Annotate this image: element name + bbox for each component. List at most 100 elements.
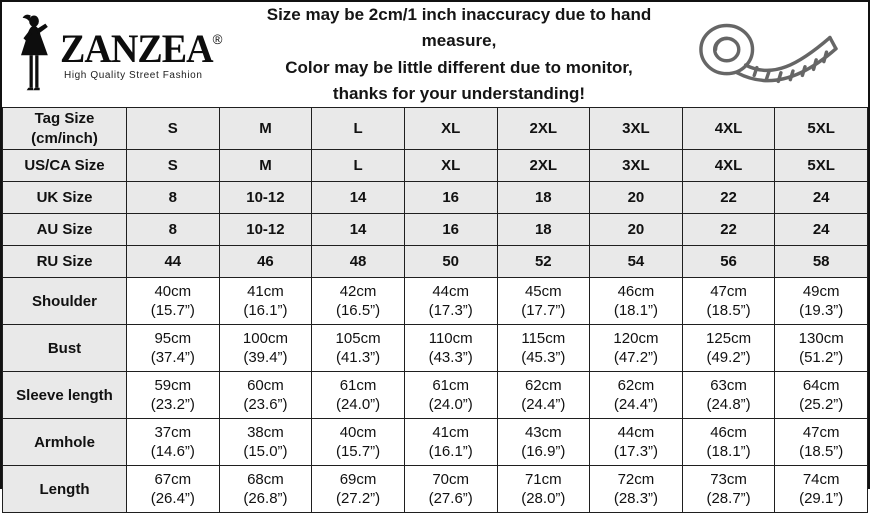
size-cell: 4XL (681, 107, 776, 151)
brand-tagline: High Quality Street Fashion (64, 69, 203, 81)
table-row: AU Size 8 10-12 14 16 18 20 22 24 (2, 213, 868, 247)
size-cell: 38cm (15.0”) (218, 418, 313, 467)
brand-logo: ZANZEA® High Quality Street Fashion (12, 13, 240, 96)
size-cell: 2XL (496, 149, 591, 183)
registered-mark: ® (212, 30, 223, 47)
size-cell: 4XL (681, 149, 776, 183)
size-cell: S (126, 149, 220, 183)
size-cell: 47cm (18.5”) (681, 277, 776, 326)
size-cell: 68cm (26.8”) (218, 465, 313, 513)
table-row: RU Size 44 46 48 50 52 54 56 58 (2, 245, 868, 279)
size-cell: 44cm (17.3”) (403, 277, 498, 326)
size-cell: M (218, 107, 313, 151)
size-cell: 59cm (23.2”) (126, 371, 220, 420)
size-cell: 95cm (37.4”) (126, 324, 220, 373)
size-cell: 47cm (18.5”) (774, 418, 868, 467)
size-cell: 18 (496, 181, 591, 215)
size-cell: 120cm (47.2”) (589, 324, 683, 373)
size-cell: 43cm (16.9”) (496, 418, 591, 467)
size-cell: 62cm (24.4”) (589, 371, 683, 420)
row-label: Bust (2, 324, 127, 373)
size-cell: 46cm (18.1”) (681, 418, 776, 467)
size-cell: 130cm (51.2”) (774, 324, 868, 373)
size-cell: 3XL (589, 107, 683, 151)
disclaimer-line-3: thanks for your understanding! (332, 84, 586, 104)
size-cell: 72cm (28.3”) (589, 465, 683, 513)
size-cell: 74cm (29.1”) (774, 465, 868, 513)
table-row: US/CA Size S M L XL 2XL 3XL 4XL 5XL (2, 149, 868, 183)
table-row: UK Size 8 10-12 14 16 18 20 22 24 (2, 181, 868, 215)
size-cell: 24 (774, 181, 868, 215)
size-cell: 14 (311, 213, 405, 247)
size-cell: 40cm (15.7”) (126, 277, 220, 326)
table-row: Armhole 37cm (14.6”) 38cm (15.0”) 40cm (15.… (2, 418, 868, 467)
brand-name: ZANZEA® (60, 25, 223, 71)
size-table: Tag Size (cm/inch) S M L XL 2XL 3XL 4XL 5XL US/CA… (2, 107, 868, 513)
row-label: Tag Size (cm/inch) (2, 107, 127, 151)
size-cell: 37cm (14.6”) (126, 418, 220, 467)
size-cell: 100cm (39.4”) (218, 324, 313, 373)
table-row: Shoulder 40cm (15.7”) 41cm (16.1”) 42cm (16… (2, 277, 868, 326)
size-cell: 5XL (774, 107, 868, 151)
size-cell: 49cm (19.3”) (774, 277, 868, 326)
size-cell: 14 (311, 181, 405, 215)
size-cell: 64cm (25.2”) (774, 371, 868, 420)
size-cell: 2XL (496, 107, 591, 151)
size-cell: 60cm (23.6”) (218, 371, 313, 420)
header: ZANZEA® High Quality Street Fashion Size… (2, 2, 868, 108)
logo-text: ZANZEA® High Quality Street Fashion (60, 25, 230, 81)
size-cell: 24 (774, 213, 868, 247)
size-cell: 70cm (27.6”) (403, 465, 498, 513)
row-label: US/CA Size (2, 149, 127, 183)
size-cell: 50 (403, 245, 498, 279)
disclaimer-line-2: Color may be little different due to mon… (285, 57, 633, 77)
size-table-body: Tag Size (cm/inch) S M L XL 2XL 3XL 4XL 5XL US/CA… (2, 107, 868, 513)
size-cell: 5XL (774, 149, 868, 183)
table-row: Sleeve length 59cm (23.2”) 60cm (23.6”) 61c… (2, 371, 868, 420)
table-row: Length 67cm (26.4”) 68cm (26.8”) 69cm (27.2… (2, 465, 868, 513)
size-cell: 61cm (24.0”) (311, 371, 405, 420)
size-cell: 58 (774, 245, 868, 279)
size-cell: 41cm (16.1”) (218, 277, 313, 326)
size-cell: 63cm (24.8”) (681, 371, 776, 420)
size-cell: 22 (681, 213, 776, 247)
size-cell: 46cm (18.1”) (589, 277, 683, 326)
size-cell: 105cm (41.3”) (311, 324, 405, 373)
size-cell: XL (403, 149, 498, 183)
size-cell: 69cm (27.2”) (311, 465, 405, 513)
size-cell: 115cm (45.3”) (496, 324, 591, 373)
size-cell: L (311, 149, 405, 183)
size-cell: 10-12 (218, 181, 313, 215)
size-cell: M (218, 149, 313, 183)
woman-silhouette-icon (12, 13, 56, 96)
row-label: Armhole (2, 418, 127, 467)
size-cell: L (311, 107, 405, 151)
size-cell: 73cm (28.7”) (681, 465, 776, 513)
size-cell: 71cm (28.0”) (496, 465, 591, 513)
size-cell: 10-12 (218, 213, 313, 247)
table-row: Bust 95cm (37.4”) 100cm (39.4”) 105cm (41.3… (2, 324, 868, 373)
size-cell: 125cm (49.2”) (681, 324, 776, 373)
size-cell: 46 (218, 245, 313, 279)
size-cell: 3XL (589, 149, 683, 183)
size-cell: 62cm (24.4”) (496, 371, 591, 420)
table-row: Tag Size (cm/inch) S M L XL 2XL 3XL 4XL 5XL (2, 107, 868, 151)
row-label: UK Size (2, 181, 127, 215)
row-label: Sleeve length (2, 371, 127, 420)
disclaimer-line-1: Size may be 2cm/1 inch inaccuracy due to… (266, 5, 652, 51)
size-cell: 18 (496, 213, 591, 247)
size-cell: 16 (403, 181, 498, 215)
size-cell: 8 (126, 181, 220, 215)
size-cell: 22 (681, 181, 776, 215)
size-cell: 44 (126, 245, 220, 279)
size-cell: 16 (403, 213, 498, 247)
size-cell: 41cm (16.1”) (403, 418, 498, 467)
size-cell: 110cm (43.3”) (403, 324, 498, 373)
size-cell: 45cm (17.7”) (496, 277, 591, 326)
size-cell: 48 (311, 245, 405, 279)
size-table-container: Tag Size (cm/inch) S M L XL 2XL 3XL 4XL 5XL US/CA… (2, 107, 868, 513)
size-cell: 54 (589, 245, 683, 279)
size-cell: 42cm (16.5”) (311, 277, 405, 326)
size-cell: 52 (496, 245, 591, 279)
